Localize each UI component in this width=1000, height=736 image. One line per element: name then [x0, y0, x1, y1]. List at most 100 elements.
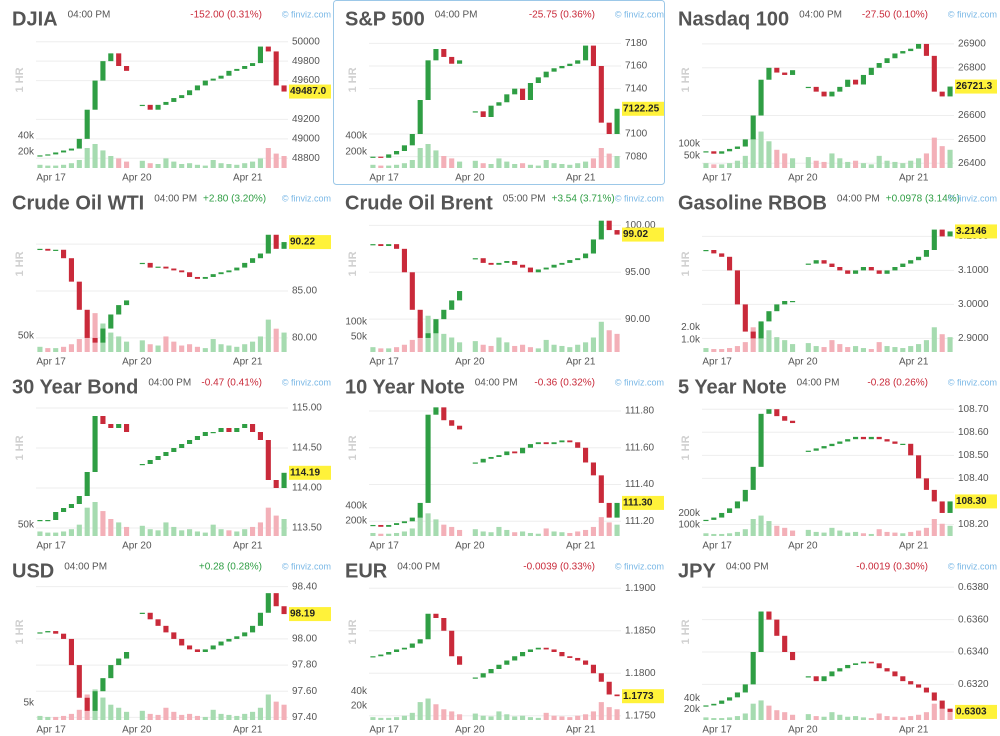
volume-bar — [559, 716, 565, 720]
last-price-label: 108.30 — [956, 496, 987, 507]
y-tick-label: 7140 — [625, 83, 648, 94]
last-price-label: 26721.3 — [956, 81, 993, 92]
volume-bar — [234, 531, 240, 536]
last-price-label: 90.22 — [290, 237, 315, 248]
volume-bar — [711, 718, 717, 720]
volume-bar — [187, 344, 193, 352]
chart-title: Gasoline RBOB — [678, 192, 827, 214]
candle — [202, 80, 208, 86]
candle — [187, 645, 193, 650]
candle — [923, 478, 929, 490]
candle — [916, 684, 922, 688]
candle — [84, 697, 90, 711]
volume-tick-label: 400k — [345, 131, 368, 142]
candle — [281, 606, 287, 615]
candle — [703, 151, 709, 153]
source-label: © finviz.com — [615, 377, 664, 387]
y-tick-label: 0.6380 — [958, 582, 989, 593]
candle — [790, 70, 796, 75]
volume-bar — [139, 710, 145, 720]
y-tick-label: 97.80 — [292, 660, 317, 671]
volume-bar — [750, 137, 756, 168]
volume-bar — [884, 346, 890, 352]
candle — [583, 447, 589, 463]
volume-bar — [210, 160, 216, 168]
chart-title: USD — [12, 560, 54, 582]
candle — [711, 703, 717, 706]
candle — [916, 256, 922, 261]
candle — [829, 91, 835, 97]
candle — [520, 88, 526, 100]
candle — [939, 229, 945, 237]
candle — [837, 441, 843, 444]
volume-bar — [750, 327, 756, 352]
candle — [386, 154, 392, 158]
x-tick-label: Apr 20 — [788, 725, 818, 736]
candle — [535, 647, 541, 650]
volume-bar — [711, 349, 717, 352]
volume-bar — [124, 341, 130, 352]
candle — [234, 267, 240, 271]
volume-bar — [273, 153, 279, 168]
candle — [821, 676, 827, 682]
volume-bar — [551, 715, 557, 720]
volume-bar — [527, 532, 533, 536]
candle — [409, 643, 415, 648]
time-label: 04:00 PM — [64, 562, 107, 573]
volume-bar — [884, 716, 890, 720]
volume-bar — [273, 701, 279, 720]
volume-bar — [496, 711, 502, 720]
volume-tick-label: 50k — [18, 519, 35, 530]
volume-bar — [194, 531, 200, 536]
volume-bar — [813, 531, 819, 536]
candle — [614, 502, 620, 518]
volume-bar — [543, 528, 549, 536]
volume-bar — [147, 344, 153, 352]
candle — [947, 708, 953, 712]
y-tick-label: 49600 — [292, 75, 320, 86]
candle — [187, 90, 193, 96]
candle — [876, 436, 882, 440]
volume-bar — [472, 529, 478, 536]
source-label: © finviz.com — [948, 561, 997, 571]
chart-title: Crude Oil WTI — [12, 192, 144, 214]
y-tick-label: 26900 — [958, 39, 986, 50]
volume-bar — [37, 715, 43, 720]
candle — [194, 276, 200, 279]
volume-bar — [61, 531, 67, 536]
y-tick-label: 49800 — [292, 56, 320, 67]
volume-bar — [116, 336, 122, 352]
candle — [100, 61, 106, 81]
candle — [218, 428, 224, 432]
candle — [520, 447, 526, 454]
y-tick-label: 98.40 — [292, 581, 317, 592]
candle — [425, 613, 431, 640]
volume-bar — [590, 526, 596, 536]
last-price-box — [289, 84, 331, 99]
candle — [939, 700, 945, 709]
volume-bar — [504, 714, 510, 720]
volume-bar — [719, 718, 725, 720]
volume-bar — [257, 158, 263, 168]
volume-bar — [868, 164, 874, 168]
volume-bar — [179, 345, 185, 352]
candle — [45, 154, 51, 156]
candle — [837, 267, 843, 271]
y-tick-label: 0.6320 — [958, 679, 989, 690]
candle — [171, 98, 177, 102]
volume-bar — [829, 712, 835, 720]
volume-bar — [378, 165, 384, 168]
candle — [805, 450, 811, 452]
x-tick-label: Apr 21 — [566, 357, 596, 368]
volume-bar — [250, 711, 256, 720]
candle — [703, 250, 709, 252]
y-tick-label: 95.00 — [625, 267, 650, 278]
volume-bar — [155, 530, 161, 536]
volume-bar — [892, 347, 898, 352]
volume-bar — [845, 716, 851, 720]
candle — [606, 502, 612, 518]
y-tick-label: 114.50 — [292, 443, 322, 454]
volume-tick-label: 400k — [345, 500, 368, 511]
candle — [845, 664, 851, 669]
candle — [226, 428, 232, 432]
